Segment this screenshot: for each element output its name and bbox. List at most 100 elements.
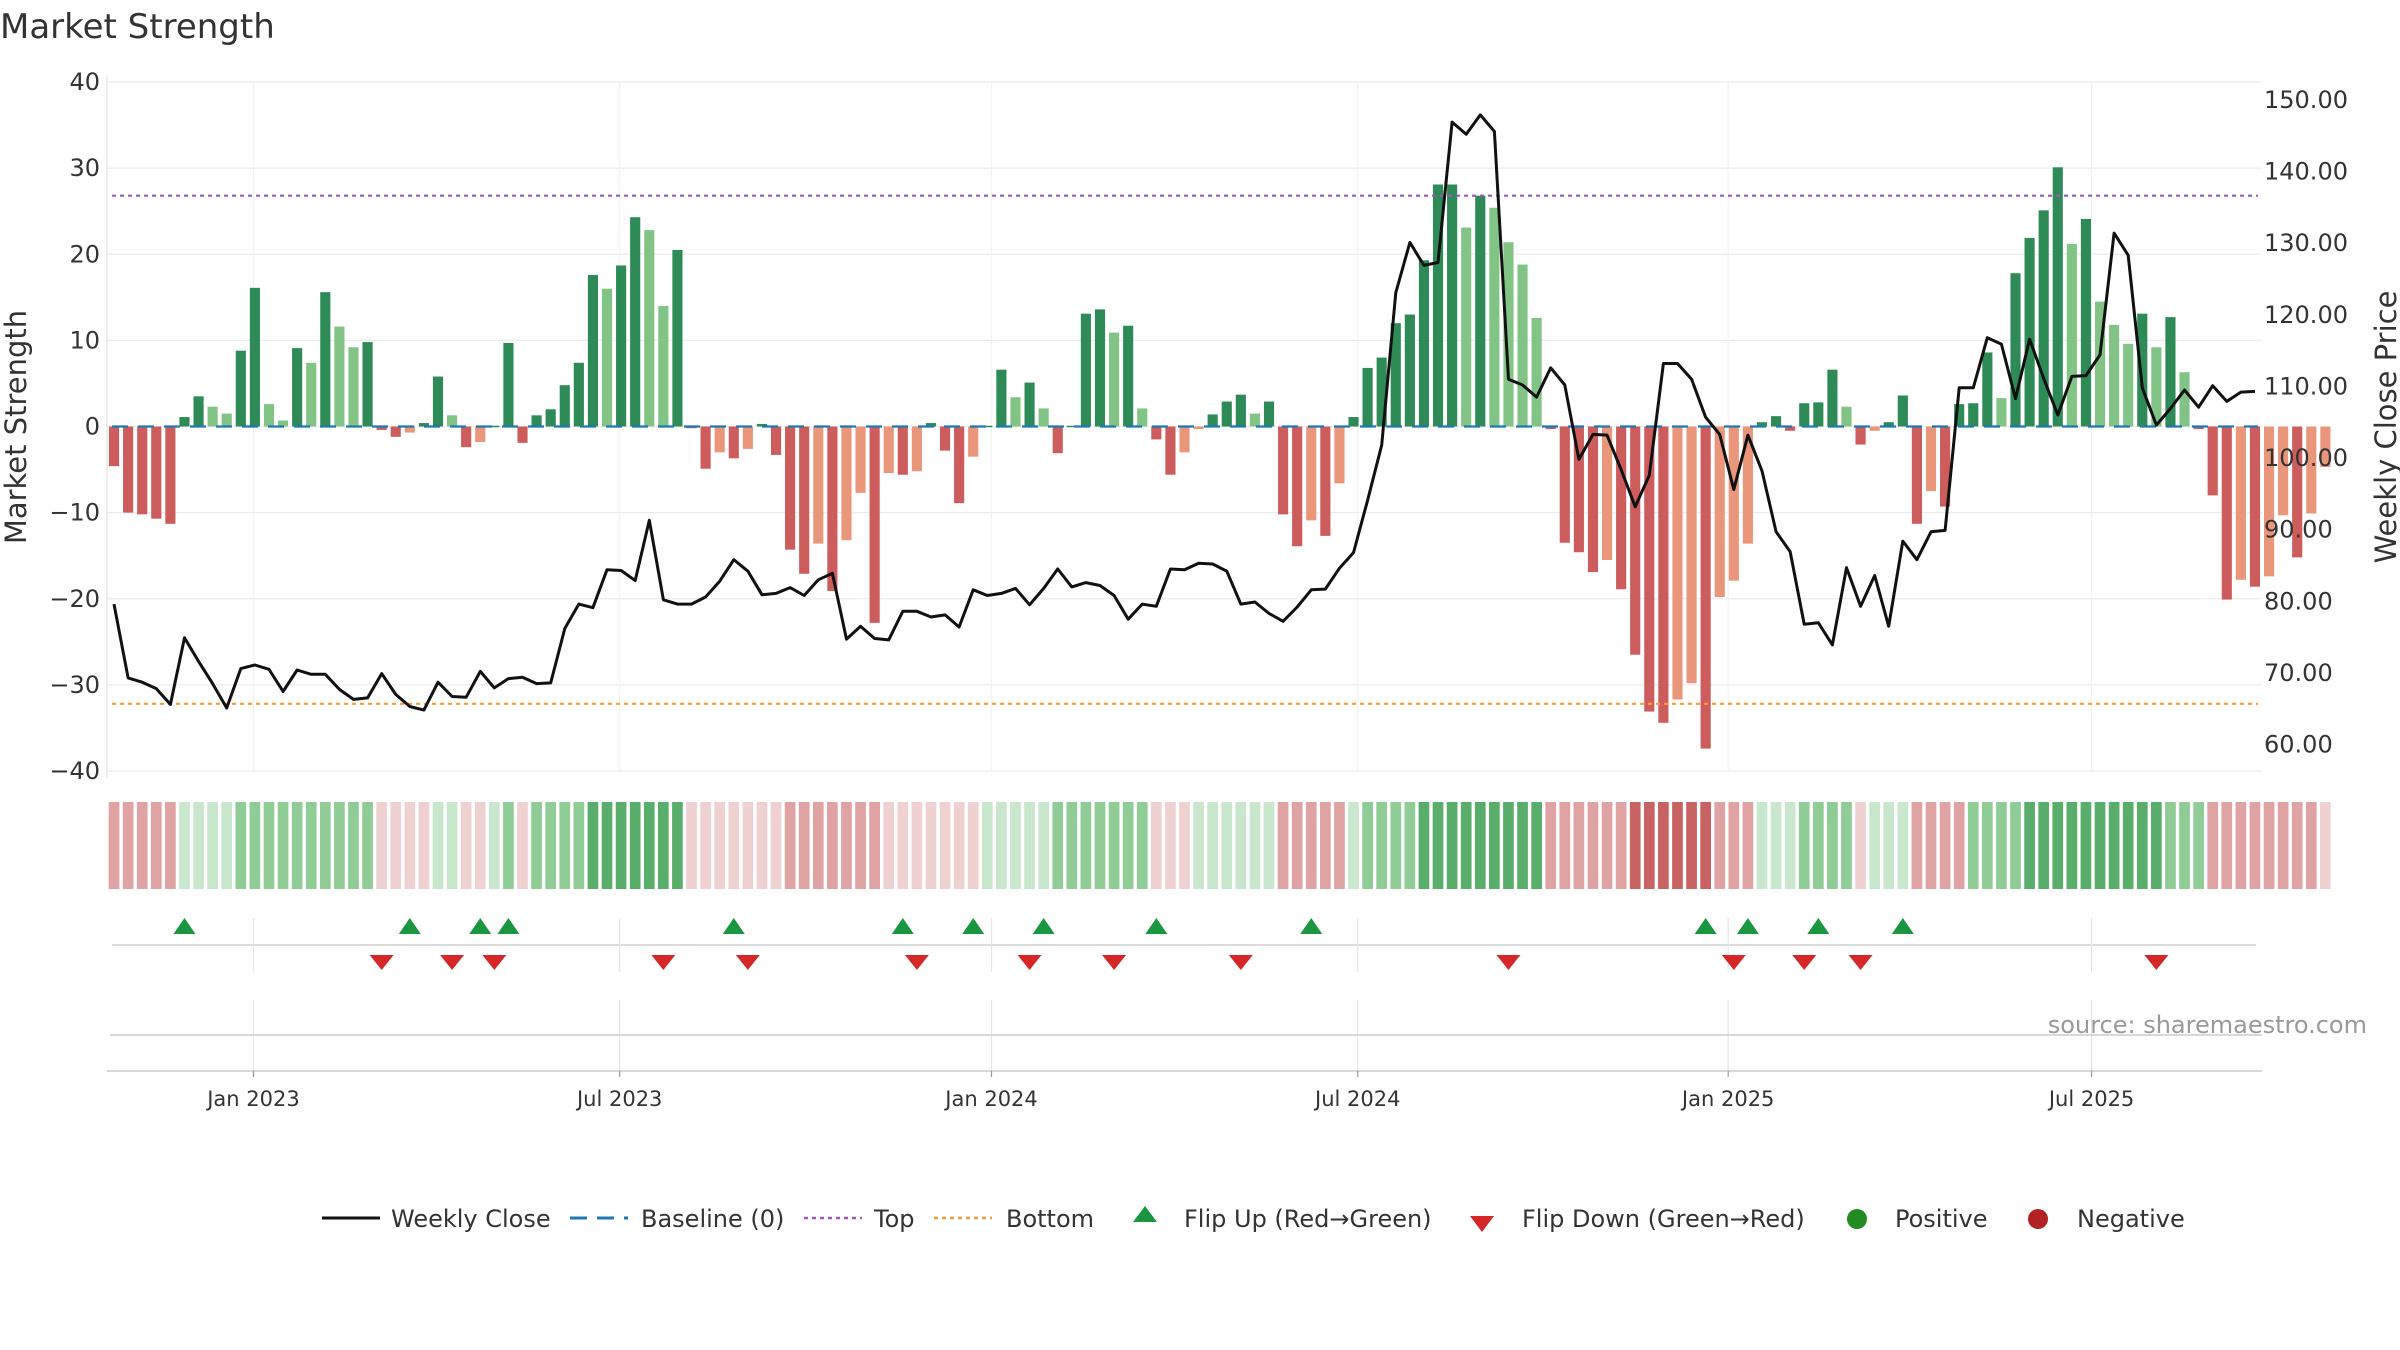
strength-bar xyxy=(1517,264,1528,427)
band-segment xyxy=(728,802,740,889)
flip-up-marker xyxy=(1694,918,1717,934)
strength-bar xyxy=(137,426,148,515)
strength-bar xyxy=(1954,404,1965,427)
strength-bar xyxy=(841,426,852,541)
legend-negative: Negative xyxy=(2028,1205,2185,1233)
weekly-close-line xyxy=(112,113,2256,712)
strength-bar xyxy=(2278,426,2289,516)
legend-positive-icon xyxy=(1847,1209,1867,1229)
left-y-tick-label: 10 xyxy=(69,326,100,354)
strength-bar xyxy=(1137,408,1148,427)
strength-bar xyxy=(742,426,753,449)
strength-bar xyxy=(911,426,922,472)
legend-flip-down-label: Flip Down (Green→Red) xyxy=(1522,1205,1805,1233)
strength-bar xyxy=(2024,237,2035,427)
band-segment xyxy=(615,802,627,889)
strength-bar xyxy=(559,385,570,427)
legend-bottom: Bottom xyxy=(934,1205,1094,1233)
strength-bar xyxy=(2080,218,2092,427)
strength-bar xyxy=(1249,413,1260,427)
strength-bar xyxy=(447,415,458,427)
strength-bar xyxy=(2094,301,2106,427)
sentiment-band xyxy=(108,802,2331,889)
strength-bar xyxy=(756,423,768,427)
strength-bar xyxy=(770,426,782,455)
band-segment xyxy=(150,802,162,889)
flip-down-marker xyxy=(1228,955,1253,970)
legend-weekly-close-label: Weekly Close xyxy=(391,1205,551,1233)
strength-bar xyxy=(1587,426,1599,573)
strength-bar xyxy=(573,362,584,427)
left-y-tick-label: −30 xyxy=(49,671,100,699)
band-segment xyxy=(1939,802,1951,889)
band-segment xyxy=(911,802,923,889)
flip-up-marker xyxy=(469,918,492,934)
band-segment xyxy=(1207,802,1219,889)
strength-bar xyxy=(1179,426,1190,453)
flip-up-marker xyxy=(173,918,196,934)
band-segment xyxy=(658,802,669,889)
strength-bar xyxy=(1151,426,1162,440)
strength-bar xyxy=(1686,426,1697,684)
strength-bar xyxy=(1024,382,1035,427)
strength-bar xyxy=(644,230,655,427)
band-segment xyxy=(1179,802,1190,889)
band-segment xyxy=(446,802,458,889)
band-segment xyxy=(136,802,148,889)
strength-bar xyxy=(263,404,275,427)
strength-bar xyxy=(2263,426,2275,577)
flip-up-marker xyxy=(1891,918,1914,934)
flip-down-marker xyxy=(2144,955,2169,970)
left-y-tick-label: −10 xyxy=(49,499,100,527)
strength-bar xyxy=(2179,372,2190,427)
flip-up-marker xyxy=(1807,918,1830,934)
strength-bar xyxy=(1094,309,1106,427)
band-segment xyxy=(939,802,951,889)
right-y-tick-label: 100.00 xyxy=(2264,444,2348,472)
band-segment xyxy=(221,802,233,889)
band-segment xyxy=(643,802,655,889)
band-segment xyxy=(1446,802,1458,889)
strength-bar xyxy=(1475,195,1486,427)
x-tick-label: Jul 2024 xyxy=(1313,1087,1400,1111)
band-segment xyxy=(1235,802,1247,889)
strength-bar xyxy=(1940,426,1951,507)
band-segment xyxy=(488,802,500,889)
band-segment xyxy=(700,802,711,889)
band-segment xyxy=(263,802,275,889)
band-segment xyxy=(1559,802,1571,889)
band-segment xyxy=(1855,802,1866,889)
band-segment xyxy=(1038,802,1050,889)
band-segment xyxy=(1291,802,1303,889)
flip-down-marker xyxy=(651,955,676,970)
band-segment xyxy=(1953,802,1965,889)
band-segment xyxy=(1263,802,1275,889)
strength-bar xyxy=(193,396,204,427)
band-segment xyxy=(1996,802,2007,889)
band-segment xyxy=(1517,802,1528,889)
strength-bar xyxy=(404,426,415,433)
band-segment xyxy=(925,802,937,889)
band-segment xyxy=(1319,802,1331,889)
strength-bar xyxy=(1982,352,1993,427)
band-segment xyxy=(1700,802,1711,889)
strength-bar xyxy=(418,423,429,427)
main-plot: 40 30 20 10 0 −10 −20 −30 −40 150.00 140.00 130.00… xyxy=(0,68,2400,785)
strength-bar xyxy=(1503,242,1514,427)
strength-bar xyxy=(1362,367,1373,427)
legend-positive: Positive xyxy=(1847,1205,1988,1233)
band-segment xyxy=(1841,802,1852,889)
strength-bar xyxy=(151,426,162,519)
right-y-tick-label: 120.00 xyxy=(2264,301,2348,329)
band-segment xyxy=(474,802,486,889)
band-segment xyxy=(291,802,303,889)
band-segment xyxy=(1784,802,1796,889)
strength-bar xyxy=(939,426,951,451)
chart-title: Market Strength xyxy=(0,7,275,47)
flip-down-marker xyxy=(1017,955,1042,970)
band-segment xyxy=(348,802,359,889)
strength-bar xyxy=(531,415,542,427)
strength-bar xyxy=(1855,426,1866,445)
strength-bar xyxy=(587,274,599,427)
